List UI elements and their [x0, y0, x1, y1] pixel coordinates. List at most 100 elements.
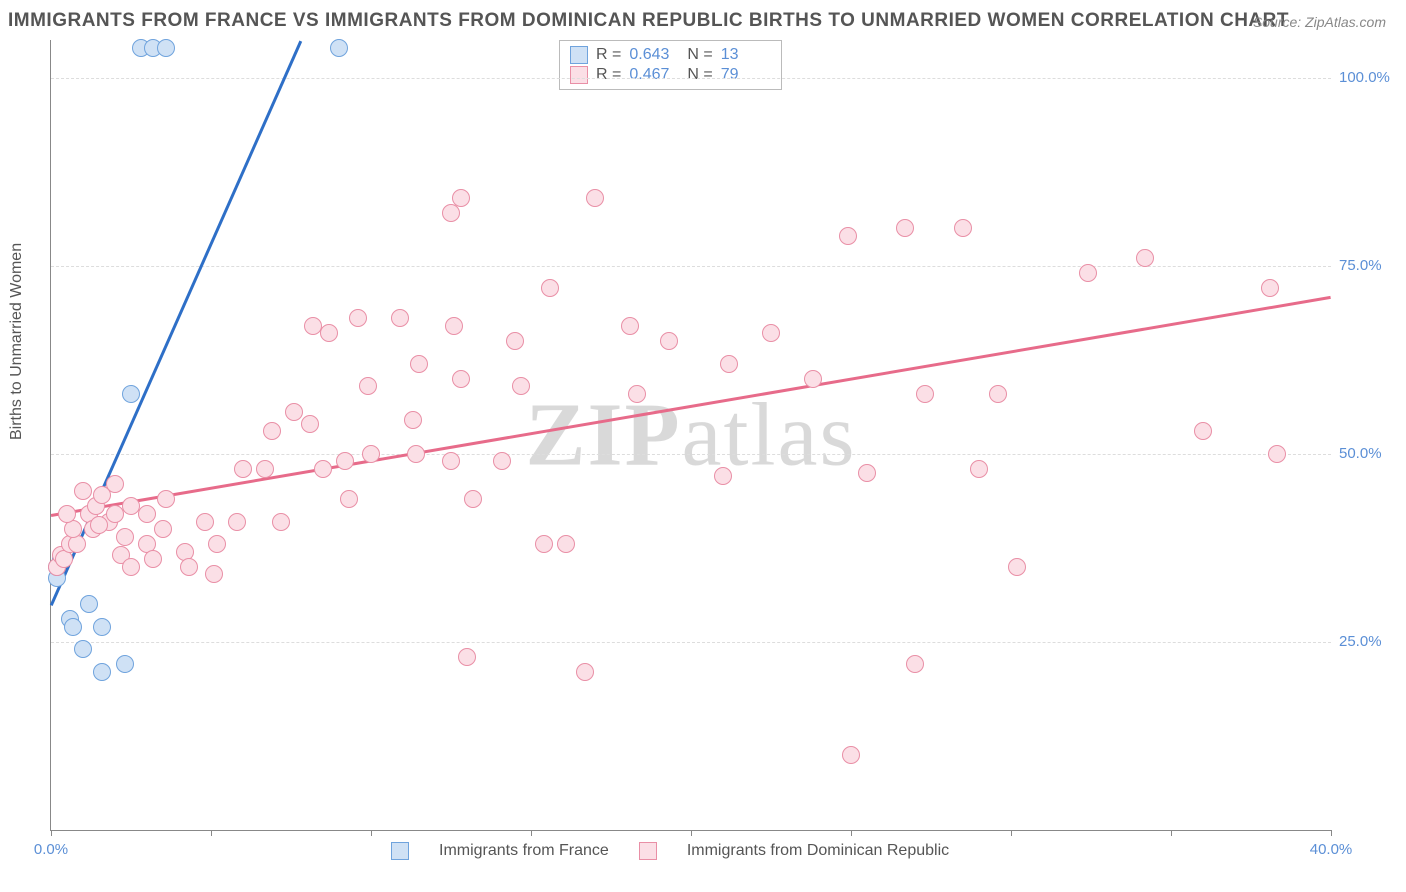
- data-point: [660, 332, 678, 350]
- data-point: [970, 460, 988, 478]
- data-point: [106, 475, 124, 493]
- data-point: [180, 558, 198, 576]
- x-tick: [851, 830, 852, 836]
- data-point: [842, 746, 860, 764]
- data-point: [445, 317, 463, 335]
- data-point: [154, 520, 172, 538]
- data-point: [256, 460, 274, 478]
- source-attribution: Source: ZipAtlas.com: [1253, 14, 1386, 30]
- swatch-france-bottom: [391, 842, 409, 860]
- data-point: [541, 279, 559, 297]
- data-point: [954, 219, 972, 237]
- y-tick-label: 50.0%: [1339, 445, 1399, 462]
- data-point: [535, 535, 553, 553]
- x-tick-label: 0.0%: [34, 841, 68, 858]
- data-point: [493, 452, 511, 470]
- data-point: [93, 618, 111, 636]
- gridline: [51, 642, 1331, 643]
- gridline: [51, 454, 1331, 455]
- data-point: [336, 452, 354, 470]
- data-point: [906, 655, 924, 673]
- data-point: [196, 513, 214, 531]
- data-point: [512, 377, 530, 395]
- gridline: [51, 78, 1331, 79]
- data-point: [122, 558, 140, 576]
- data-point: [272, 513, 290, 531]
- data-point: [359, 377, 377, 395]
- y-tick-label: 25.0%: [1339, 633, 1399, 650]
- data-point: [557, 535, 575, 553]
- data-point: [916, 385, 934, 403]
- chart-title: IMMIGRANTS FROM FRANCE VS IMMIGRANTS FRO…: [8, 10, 1289, 32]
- data-point: [228, 513, 246, 531]
- data-point: [410, 355, 428, 373]
- x-tick: [1171, 830, 1172, 836]
- data-point: [138, 505, 156, 523]
- watermark: ZIPatlas: [526, 384, 857, 487]
- watermark-bold: ZIP: [526, 386, 682, 485]
- data-point: [93, 663, 111, 681]
- data-point: [720, 355, 738, 373]
- data-point: [404, 411, 422, 429]
- swatch-dr: [570, 66, 588, 84]
- data-point: [464, 490, 482, 508]
- data-point: [320, 324, 338, 342]
- data-point: [714, 467, 732, 485]
- data-point: [858, 464, 876, 482]
- x-tick: [691, 830, 692, 836]
- data-point: [1136, 249, 1154, 267]
- data-point: [458, 648, 476, 666]
- n-label: N =: [687, 46, 712, 64]
- data-point: [1261, 279, 1279, 297]
- data-point: [1008, 558, 1026, 576]
- data-point: [314, 460, 332, 478]
- data-point: [804, 370, 822, 388]
- x-tick: [531, 830, 532, 836]
- data-point: [407, 445, 425, 463]
- swatch-france: [570, 46, 588, 64]
- data-point: [58, 505, 76, 523]
- scatter-plot-area: ZIPatlas R = 0.643 N = 13 R = 0.467 N = …: [50, 40, 1331, 831]
- x-tick: [1331, 830, 1332, 836]
- x-tick: [51, 830, 52, 836]
- data-point: [157, 490, 175, 508]
- data-point: [74, 482, 92, 500]
- data-point: [452, 370, 470, 388]
- data-point: [64, 618, 82, 636]
- r-value-france: 0.643: [629, 46, 679, 64]
- data-point: [122, 385, 140, 403]
- data-point: [263, 422, 281, 440]
- x-tick: [1011, 830, 1012, 836]
- data-point: [628, 385, 646, 403]
- data-point: [839, 227, 857, 245]
- y-axis-label: Births to Unmarried Women: [8, 243, 26, 440]
- legend-row-france: R = 0.643 N = 13: [570, 45, 771, 65]
- x-tick-label: 40.0%: [1310, 841, 1353, 858]
- swatch-dr-bottom: [639, 842, 657, 860]
- r-label: R =: [596, 66, 621, 84]
- data-point: [1194, 422, 1212, 440]
- data-point: [989, 385, 1007, 403]
- data-point: [586, 189, 604, 207]
- n-value-france: 13: [721, 46, 771, 64]
- data-point: [116, 528, 134, 546]
- data-point: [205, 565, 223, 583]
- data-point: [391, 309, 409, 327]
- data-point: [442, 204, 460, 222]
- data-point: [80, 595, 98, 613]
- y-tick-label: 75.0%: [1339, 257, 1399, 274]
- r-value-dr: 0.467: [629, 66, 679, 84]
- data-point: [362, 445, 380, 463]
- data-point: [285, 403, 303, 421]
- data-point: [340, 490, 358, 508]
- correlation-legend: R = 0.643 N = 13 R = 0.467 N = 79: [559, 40, 782, 90]
- y-tick-label: 100.0%: [1339, 69, 1399, 86]
- data-point: [144, 550, 162, 568]
- n-value-dr: 79: [721, 66, 771, 84]
- series-label-dr: Immigrants from Dominican Republic: [687, 842, 949, 860]
- x-tick: [371, 830, 372, 836]
- data-point: [301, 415, 319, 433]
- trendline: [51, 296, 1331, 517]
- data-point: [442, 452, 460, 470]
- data-point: [1079, 264, 1097, 282]
